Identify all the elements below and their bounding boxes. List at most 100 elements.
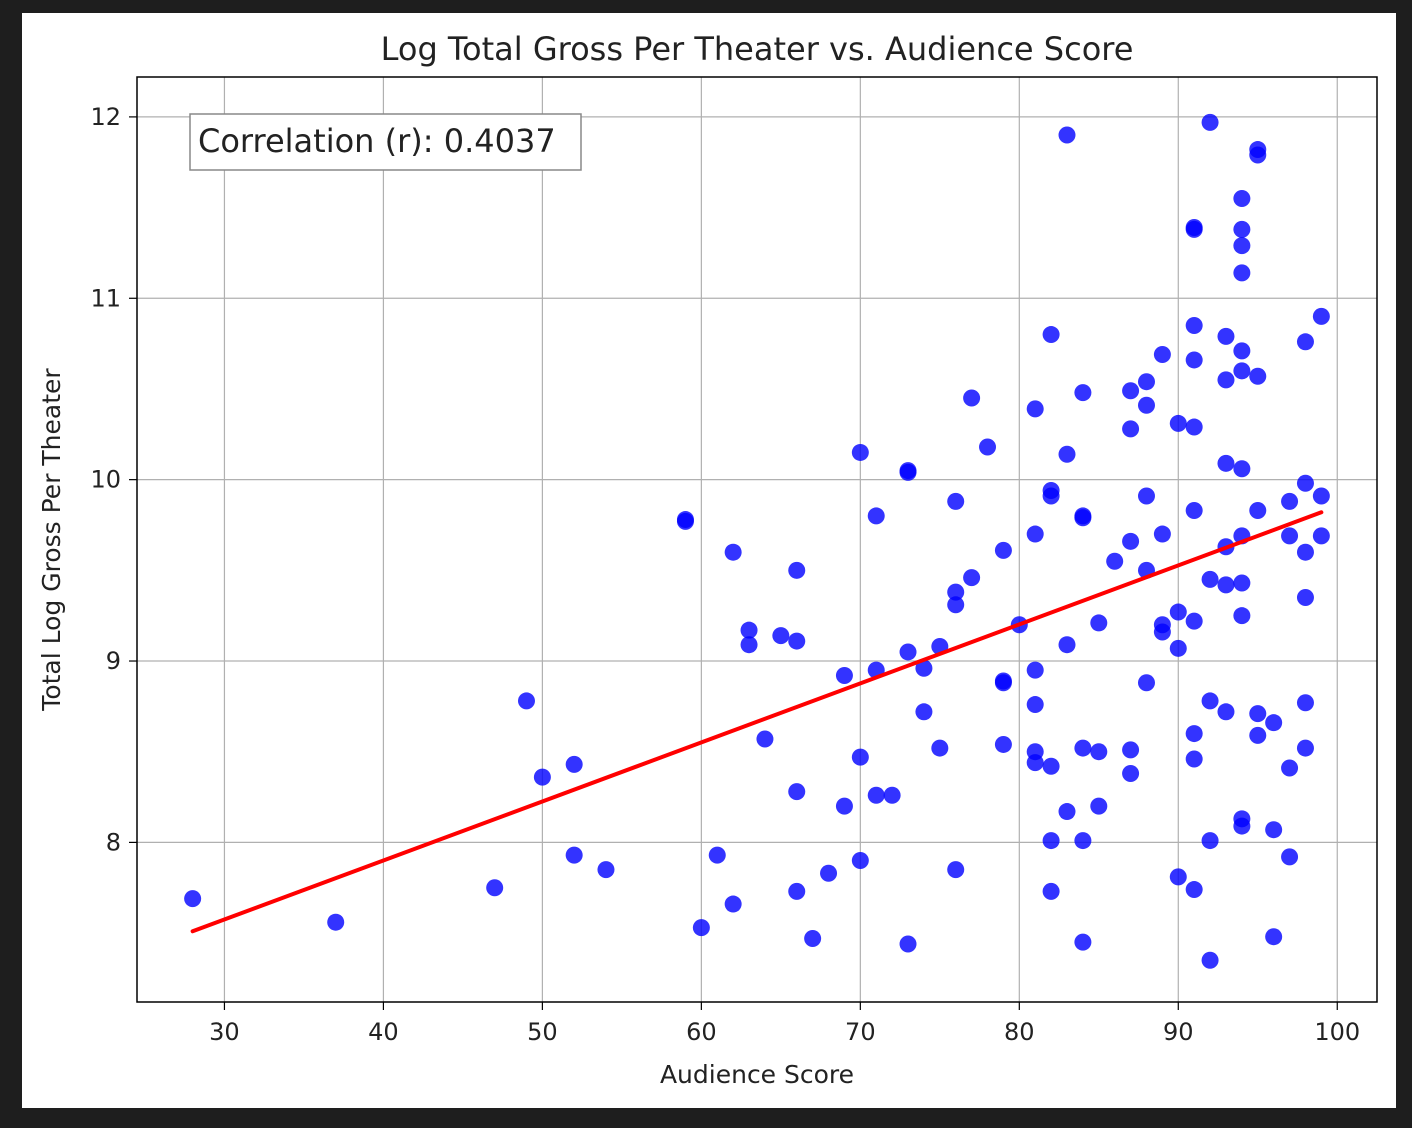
data-point	[899, 643, 917, 661]
data-point	[1296, 589, 1314, 607]
data-point	[1185, 750, 1203, 768]
data-point	[1201, 692, 1219, 710]
data-point	[851, 852, 869, 870]
data-point	[1201, 951, 1219, 969]
chart-title: Log Total Gross Per Theater vs. Audience…	[381, 30, 1134, 68]
plot-area-border	[136, 76, 1378, 1003]
data-point	[788, 882, 806, 900]
data-point	[1233, 574, 1251, 592]
data-point	[899, 462, 917, 480]
data-point	[597, 861, 615, 879]
data-point	[1169, 603, 1187, 621]
data-point	[994, 541, 1012, 559]
x-tick-label: 90	[1163, 1018, 1194, 1046]
data-point	[1296, 739, 1314, 757]
data-point	[1233, 237, 1251, 255]
data-point	[804, 930, 822, 948]
data-point	[1265, 714, 1283, 732]
data-point	[724, 895, 742, 913]
data-point	[1137, 373, 1155, 391]
data-point	[1042, 832, 1060, 850]
data-point	[1090, 797, 1108, 815]
data-point	[1106, 552, 1124, 570]
data-point	[1122, 764, 1140, 782]
data-point	[1249, 726, 1267, 744]
axis-ticks: 30 40 50 60 70 80 90 100 8 9 10 11 12	[90, 103, 1360, 1046]
data-point	[1217, 371, 1235, 389]
data-point	[1233, 220, 1251, 238]
data-point	[1233, 190, 1251, 208]
data-point	[1026, 525, 1044, 543]
data-point	[486, 879, 504, 897]
data-point	[1042, 487, 1060, 505]
data-point	[1281, 527, 1299, 545]
data-point	[1281, 848, 1299, 866]
x-tick-label: 30	[209, 1018, 240, 1046]
data-point	[708, 846, 726, 864]
data-point	[1312, 487, 1330, 505]
data-point	[1153, 623, 1171, 641]
data-point	[565, 846, 583, 864]
data-point	[1090, 743, 1108, 761]
data-point	[867, 786, 885, 804]
data-point	[1296, 474, 1314, 492]
scatter-chart: 30 40 50 60 70 80 90 100 8 9 10 11 12 Log Total Gros…	[37, 30, 1378, 1089]
data-point	[1074, 832, 1092, 850]
data-point	[931, 739, 949, 757]
data-point	[327, 913, 345, 931]
data-point	[1233, 342, 1251, 360]
data-point	[979, 438, 997, 456]
data-point	[883, 786, 901, 804]
annotation-text: Correlation (r): 0.4037	[198, 122, 556, 160]
data-point	[1026, 661, 1044, 679]
data-point	[1185, 501, 1203, 519]
data-point	[676, 511, 694, 529]
data-point	[1058, 445, 1076, 463]
data-point	[1074, 384, 1092, 402]
data-point	[1137, 396, 1155, 414]
data-point	[947, 861, 965, 879]
x-tick-label: 80	[1004, 1018, 1035, 1046]
data-point	[1169, 639, 1187, 657]
x-axis-title: Audience Score	[660, 1060, 854, 1089]
data-point	[740, 636, 758, 654]
data-point	[1026, 696, 1044, 714]
data-point	[1185, 351, 1203, 369]
data-point	[788, 783, 806, 801]
data-point	[1249, 367, 1267, 385]
data-point	[820, 864, 838, 882]
y-axis-title: Total Log Gross Per Theater	[37, 368, 66, 712]
data-point	[1281, 492, 1299, 510]
data-point	[1185, 881, 1203, 899]
data-point	[947, 583, 965, 601]
data-point	[1122, 741, 1140, 759]
data-point	[947, 596, 965, 614]
data-point	[740, 621, 758, 639]
data-point	[1026, 754, 1044, 772]
data-point	[835, 667, 853, 685]
x-tick-label: 60	[686, 1018, 717, 1046]
data-point	[724, 543, 742, 561]
data-point	[867, 507, 885, 525]
data-point	[1217, 454, 1235, 472]
data-point	[772, 627, 790, 645]
data-point	[915, 703, 933, 721]
chart-canvas: 30 40 50 60 70 80 90 100 8 9 10 11 12 Log Total Gros…	[22, 13, 1396, 1108]
x-tick-label: 50	[527, 1018, 558, 1046]
data-point	[1137, 487, 1155, 505]
data-point	[1042, 882, 1060, 900]
data-point	[994, 735, 1012, 753]
data-point	[851, 443, 869, 461]
y-tick-label: 9	[106, 647, 121, 675]
data-point	[184, 890, 202, 908]
data-point	[1074, 739, 1092, 757]
data-point	[1233, 607, 1251, 625]
data-point	[1265, 928, 1283, 946]
data-point	[1201, 832, 1219, 850]
data-point	[1122, 532, 1140, 550]
data-point	[851, 748, 869, 766]
annotation-box	[189, 113, 582, 171]
data-point	[1249, 146, 1267, 164]
data-point	[1185, 418, 1203, 436]
data-point	[1312, 527, 1330, 545]
